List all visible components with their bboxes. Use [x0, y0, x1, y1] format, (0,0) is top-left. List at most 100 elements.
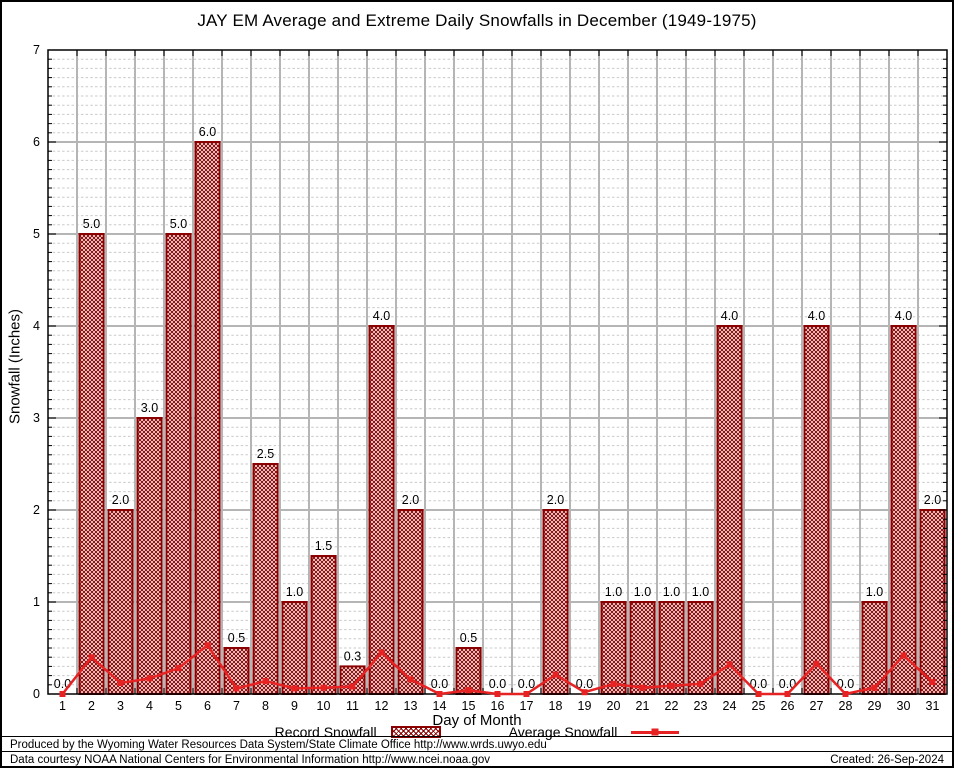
- bar-value-label: 2.0: [547, 493, 564, 507]
- x-tick-label: 29: [868, 699, 882, 713]
- record-snowfall-bar: [890, 325, 917, 695]
- record-snowfall-bar: [368, 325, 395, 695]
- average-point-marker: [349, 683, 356, 690]
- record-snowfall-bar: [658, 601, 685, 695]
- x-tick-label: 12: [375, 699, 389, 713]
- x-tick-label: 20: [607, 699, 621, 713]
- record-snowfall-bar: [339, 665, 366, 696]
- y-tick-label: 7: [33, 43, 40, 57]
- average-point-markers: [59, 642, 936, 697]
- bar-value-label: 0.0: [576, 677, 593, 691]
- bar-value-label: 1.0: [634, 585, 651, 599]
- record-snowfall-bar: [542, 509, 569, 695]
- average-point-marker: [813, 660, 820, 667]
- record-snowfall-bar: [687, 601, 714, 695]
- x-tick-label: 18: [549, 699, 563, 713]
- average-point-marker: [378, 649, 385, 656]
- bar-value-label: 0.0: [837, 677, 854, 691]
- average-point-marker: [871, 684, 878, 691]
- y-tick-label: 4: [33, 319, 40, 333]
- average-line-marker: [651, 728, 659, 736]
- bar-value-label: 1.0: [605, 585, 622, 599]
- bar-value-label: 4.0: [721, 309, 738, 323]
- bar-value-label: 0.5: [460, 631, 477, 645]
- average-point-marker: [59, 691, 66, 697]
- x-tick-label: 24: [723, 699, 737, 713]
- bar-value-label: 0.0: [431, 677, 448, 691]
- x-tick-label: 1: [59, 699, 66, 713]
- x-tick-label: 6: [204, 699, 211, 713]
- bar-value-label: 0.0: [489, 677, 506, 691]
- x-tick-label: 7: [233, 699, 240, 713]
- x-tick-label: 25: [752, 699, 766, 713]
- average-point-marker: [117, 680, 124, 686]
- bar-value-label: 1.0: [866, 585, 883, 599]
- average-point-marker: [88, 654, 95, 661]
- footer-data-courtesy: Data courtesy NOAA National Centers for …: [10, 754, 491, 766]
- x-tick-label: 28: [839, 699, 853, 713]
- x-tick-label: 11: [346, 699, 359, 713]
- y-tick-label: 0: [33, 687, 40, 701]
- bar-value-label: 4.0: [373, 309, 390, 323]
- axis-ticks: [47, 49, 948, 695]
- record-snowfall-bar: [803, 325, 830, 695]
- x-tick-label: 31: [926, 699, 940, 713]
- bar-value-label: 0.0: [54, 677, 71, 691]
- bar-value-label: 2.0: [924, 493, 941, 507]
- average-line-sample: [631, 728, 680, 736]
- average-point-marker: [784, 691, 791, 697]
- bar-value-label: 1.0: [286, 585, 303, 599]
- y-tick-label: 2: [33, 503, 40, 517]
- average-point-marker: [552, 671, 559, 678]
- bar-value-label: 6.0: [199, 125, 216, 139]
- record-snowfall-bar: [78, 233, 105, 695]
- footer-created: Created: 26-Sep-2024: [830, 754, 944, 766]
- page-title: JAY EM Average and Extreme Daily Snowfal…: [197, 11, 757, 30]
- average-point-marker: [262, 678, 269, 685]
- x-tick-label: 30: [897, 699, 911, 713]
- bar-value-label: 2.0: [402, 493, 419, 507]
- x-tick-labels: 1 2 3 4 5 6 7 8 9 10 11 12 13 14 15 16 17 18 19 20 21 22 23 24 2…: [59, 699, 939, 713]
- bar-value-label: 2.0: [112, 493, 129, 507]
- average-point-marker: [610, 680, 617, 687]
- x-axis-label: Day of Month: [432, 712, 522, 729]
- x-tick-label: 26: [781, 699, 795, 713]
- average-point-marker: [436, 691, 443, 697]
- x-tick-label: 13: [404, 699, 418, 713]
- record-snowfall-bar: [600, 601, 627, 695]
- footer-bottom-row: Data courtesy NOAA National Centers for …: [2, 751, 952, 766]
- average-point-marker: [581, 689, 588, 696]
- x-tick-label: 9: [291, 699, 298, 713]
- record-snowfall-bar: [136, 417, 163, 695]
- bar-value-label: 0.0: [518, 677, 535, 691]
- record-snowfall-bar: [165, 233, 192, 695]
- bar-value-label: 0.0: [750, 677, 767, 691]
- average-point-marker: [146, 675, 153, 682]
- average-point-marker: [407, 676, 414, 683]
- record-snowfall-bar: [310, 555, 337, 695]
- average-point-marker: [175, 665, 182, 672]
- x-grid: [76, 50, 919, 694]
- x-tick-label: 14: [433, 699, 447, 713]
- y-tick-label: 5: [33, 227, 40, 241]
- bar-value-label: 1.0: [692, 585, 709, 599]
- x-tick-label: 23: [694, 699, 708, 713]
- average-point-marker: [465, 687, 472, 694]
- y-tick-label: 3: [33, 411, 40, 425]
- average-point-marker: [204, 642, 211, 649]
- x-tick-label: 4: [146, 699, 153, 713]
- x-tick-label: 17: [520, 699, 534, 713]
- x-tick-label: 15: [462, 699, 476, 713]
- average-point-marker: [842, 691, 849, 697]
- x-tick-label: 27: [810, 699, 824, 713]
- bar-value-label: 2.5: [257, 447, 274, 461]
- average-point-marker: [233, 685, 240, 692]
- bar-value-label: 4.0: [895, 309, 912, 323]
- y-tick-label: 1: [33, 595, 40, 609]
- x-tick-label: 2: [88, 699, 95, 713]
- footer-produced-by: Produced by the Wyoming Water Resources …: [2, 736, 952, 751]
- footer: Produced by the Wyoming Water Resources …: [2, 736, 952, 766]
- y-minor-grid: [48, 58, 947, 686]
- bar-value-label: 1.5: [315, 539, 332, 553]
